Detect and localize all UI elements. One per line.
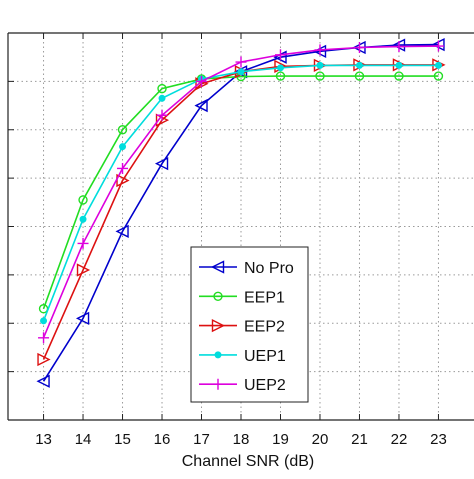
- data-point-uep1: [316, 61, 324, 69]
- data-point-eep1: [354, 71, 365, 81]
- data-point-eep1: [157, 83, 167, 94]
- data-point-uep2: [393, 41, 405, 53]
- data-point-uep1: [40, 317, 48, 325]
- legend-marker-eep2: [211, 318, 226, 333]
- data-point-eep2: [76, 263, 91, 277]
- series-eep1: [38, 71, 444, 314]
- x-tick-label: 13: [35, 431, 52, 448]
- data-point-eep2: [37, 352, 51, 367]
- data-point-no-pro: [75, 311, 90, 326]
- data-point-no-pro: [36, 374, 50, 388]
- data-point-no-pro: [154, 156, 169, 171]
- data-point-uep2: [38, 332, 50, 344]
- x-tick-label: 14: [75, 431, 92, 448]
- legend-label-eep1: EEP1: [244, 289, 285, 306]
- data-point-uep1: [434, 61, 442, 69]
- data-point-no-pro: [194, 98, 208, 113]
- x-tick-label: 19: [272, 431, 289, 448]
- data-point-uep2: [77, 237, 89, 249]
- data-point-uep1: [355, 61, 363, 69]
- series-uep2: [38, 40, 444, 344]
- data-point-uep2: [432, 40, 444, 52]
- x-tick-label: 22: [391, 431, 408, 448]
- x-tick-label: 20: [312, 431, 329, 448]
- legend-label-eep2: EEP2: [244, 319, 285, 336]
- x-tick-label: 16: [154, 431, 171, 448]
- data-point-uep2: [353, 42, 365, 54]
- legend-label-no-pro: No Pro: [244, 260, 294, 277]
- data-point-uep1: [276, 64, 284, 72]
- data-point-uep2: [274, 49, 286, 61]
- data-point-uep2: [156, 109, 168, 121]
- data-point-uep1: [395, 61, 403, 69]
- data-point-eep1: [433, 71, 444, 81]
- legend: No Pro EEP1 EEP2 UEP1 UEP2: [190, 246, 309, 403]
- x-tick-label: 21: [351, 431, 368, 448]
- data-point-uep2: [117, 162, 129, 174]
- x-tick-label: 17: [193, 431, 210, 448]
- legend-label-uep1: UEP1: [244, 348, 286, 365]
- data-point-uep2: [235, 56, 247, 68]
- legend-marker-uep1: [214, 351, 222, 359]
- data-point-uep2: [314, 44, 326, 56]
- x-tick-label: 18: [233, 431, 250, 448]
- data-point-no-pro: [115, 224, 129, 238]
- data-point-uep1: [237, 68, 245, 76]
- series-line-eep1: [42, 75, 439, 310]
- data-point-uep1: [158, 94, 166, 102]
- data-point-eep1: [117, 125, 128, 135]
- data-point-eep1: [394, 71, 404, 81]
- x-tick-label: 15: [114, 431, 131, 448]
- data-point-uep2: [196, 75, 208, 87]
- data-point-eep1: [315, 71, 325, 81]
- legend-marker-no-pro: [210, 260, 225, 274]
- legend-marker-uep2: [212, 378, 224, 390]
- data-point-uep1: [119, 143, 127, 151]
- data-point-eep1: [275, 71, 286, 81]
- data-point-uep1: [79, 215, 87, 223]
- x-tick-label: 23: [430, 431, 447, 448]
- legend-marker-eep1: [213, 291, 223, 301]
- legend-box: [190, 246, 309, 403]
- legend-label-uep2: UEP2: [244, 377, 286, 394]
- x-axis-title: Channel SNR (dB): [182, 453, 315, 470]
- data-point-eep1: [78, 195, 88, 205]
